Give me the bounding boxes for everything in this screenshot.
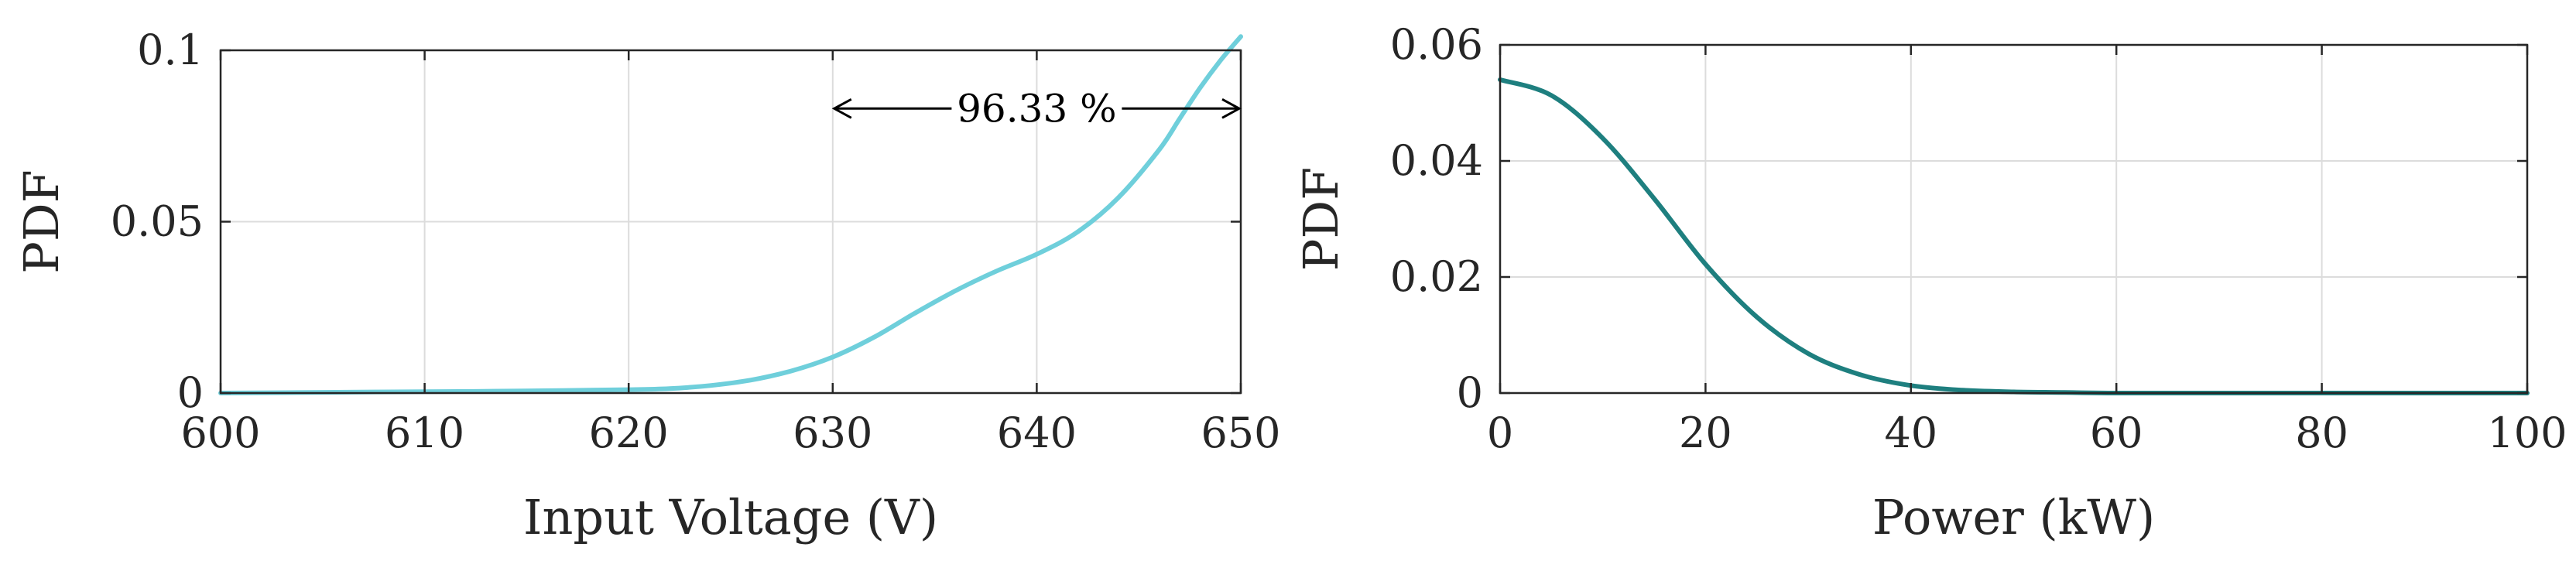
pdf-curves [218, 34, 1243, 395]
pdf-curves [1498, 77, 2530, 396]
y-tick-label: 0 [1457, 368, 1483, 417]
x-tick-label: 60 [2090, 409, 2143, 457]
arrow-head-left [831, 97, 852, 119]
y-tick-label: 0.05 [111, 197, 204, 246]
plot-input-voltage: 600 610 620 630 640 650 0 0.05 0.1 96.33 % Inpu… [13, 26, 1281, 545]
tick-marks [219, 49, 1242, 395]
y-tick-label: 0.06 [1390, 20, 1483, 69]
x-tick-label: 650 [1201, 409, 1280, 457]
y-tick-label: 0.02 [1390, 252, 1483, 301]
pdf-curve-series-0 [1498, 77, 2530, 396]
x-axis-label: Power (kW) [1872, 489, 2155, 545]
x-tick-label: 620 [589, 409, 669, 457]
arrow-head-right [1221, 97, 1242, 119]
x-tick-label: 630 [793, 409, 872, 457]
x-tick-labels: 600 610 620 630 640 650 [180, 409, 1280, 457]
y-tick-labels: 0 0.02 0.04 0.06 [1390, 20, 1483, 417]
x-axis-label: Input Voltage (V) [523, 489, 938, 545]
x-tick-label: 80 [2295, 409, 2348, 457]
x-tick-label: 0 [1487, 409, 1513, 457]
x-tick-labels: 0 20 40 60 80 100 [1487, 409, 2567, 457]
x-tick-label: 640 [997, 409, 1077, 457]
y-tick-label: 0 [177, 368, 204, 417]
y-axis-label: PDF [13, 169, 70, 273]
x-tick-label: 600 [180, 409, 260, 457]
y-tick-label: 0.04 [1390, 136, 1483, 185]
tick-marks [1499, 43, 2529, 395]
y-tick-labels: 0 0.05 0.1 [111, 26, 204, 417]
plot-power: 0 20 40 60 80 100 0 0.02 0.04 0.06 Power (kW) PD… [1293, 20, 2567, 545]
x-tick-label: 100 [2487, 409, 2567, 457]
y-axis-label: PDF [1293, 167, 1349, 271]
x-tick-label: 40 [1884, 409, 1937, 457]
x-tick-label: 20 [1679, 409, 1732, 457]
pdf-curve-series-0 [218, 34, 1243, 395]
plot-frame [1499, 43, 2529, 395]
probability-annotation: 96.33 % [831, 86, 1242, 131]
grid-lines [1499, 44, 2528, 394]
x-tick-label: 610 [385, 409, 464, 457]
annotation-label: 96.33 % [957, 86, 1117, 131]
y-tick-label: 0.1 [137, 26, 204, 74]
